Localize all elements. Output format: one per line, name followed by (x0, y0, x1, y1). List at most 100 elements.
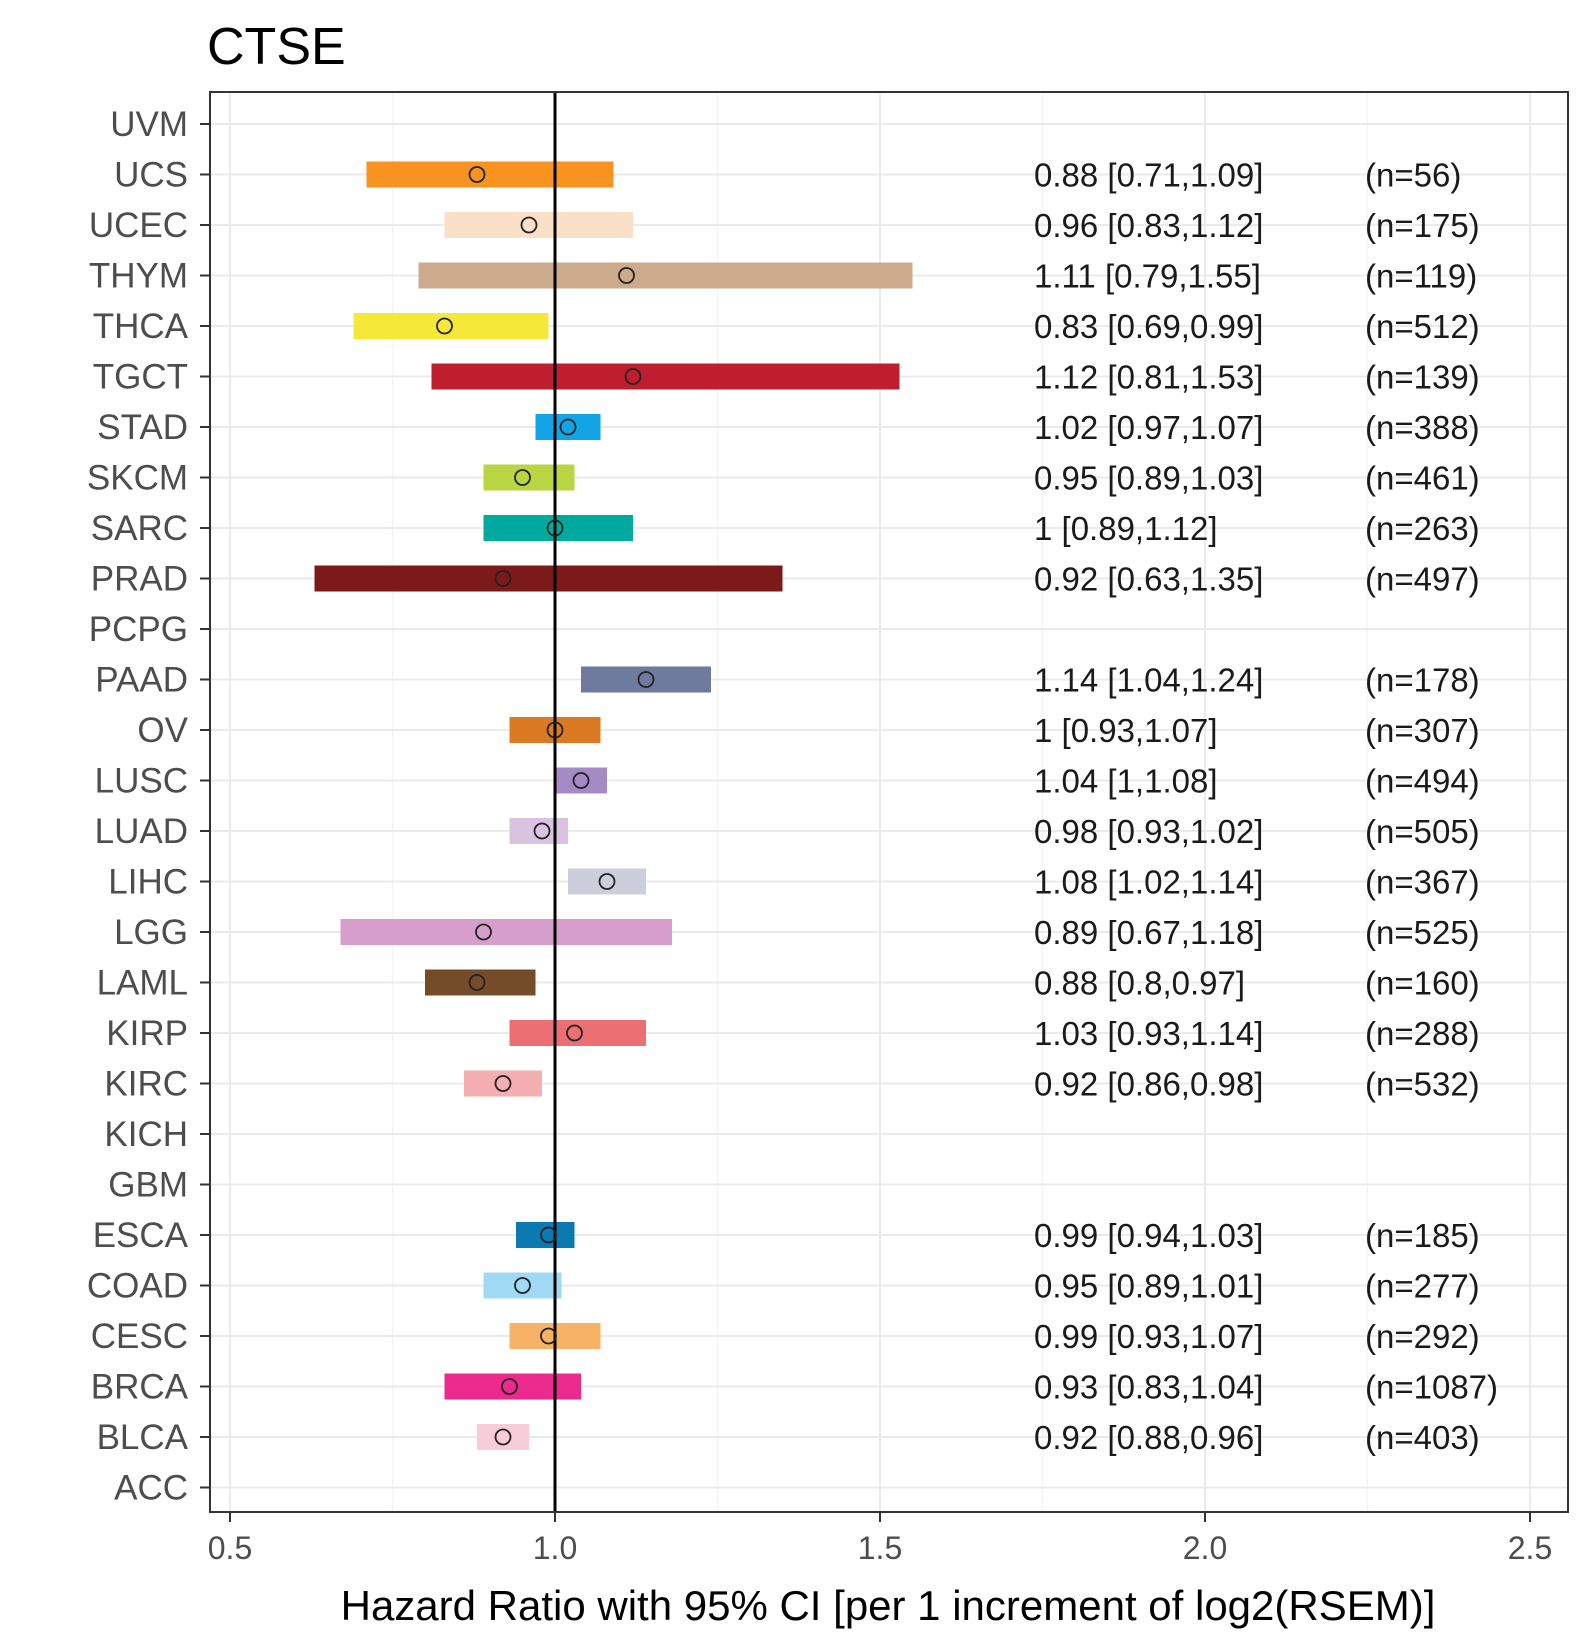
hr-ci-label-laml: 0.88 [0.8,0.97] (1034, 965, 1245, 1002)
sample-size-label-blca: (n=403) (1365, 1419, 1480, 1456)
y-axis: UVM UCS UCEC THYM THCA TGCT STAD SKCM SARC PRAD PC… (87, 105, 210, 1508)
sample-size-label-lusc: (n=494) (1365, 763, 1480, 800)
y-tick-label-blca: BLCA (97, 1418, 189, 1457)
hr-point-luad (533, 822, 551, 840)
sample-size-label-lgg: (n=525) (1365, 914, 1480, 951)
ci-bar-lgg (340, 919, 672, 945)
hr-ci-label-lihc: 1.08 [1.02,1.14] (1034, 864, 1263, 901)
ci-bar-ucec (444, 212, 633, 238)
y-tick-label-luad: LUAD (95, 812, 188, 851)
sample-size-label-ucs: (n=56) (1365, 157, 1461, 194)
hr-point-prad (494, 570, 512, 587)
annotation-layer: 0.88 [0.71,1.09] (n=56) 0.96 [0.83,1.12] (n… (1034, 157, 1498, 1457)
y-tick-label-thym: THYM (89, 257, 188, 296)
chart-title: CTSE (207, 18, 346, 76)
sample-size-label-kirc: (n=532) (1365, 1066, 1480, 1103)
sample-size-label-ov: (n=307) (1365, 712, 1480, 749)
hr-point-cesc (540, 1327, 557, 1345)
sample-size-label-thym: (n=119) (1365, 258, 1477, 295)
hr-point-sarc (546, 519, 564, 537)
hr-ci-label-brca: 0.93 [0.83,1.04] (1034, 1369, 1263, 1406)
hr-ci-label-thca: 0.83 [0.69,0.99] (1034, 308, 1263, 345)
hr-point-ucs (468, 166, 486, 183)
hr-ci-label-sarc: 1 [0.89,1.12] (1034, 510, 1217, 547)
y-tick-label-laml: LAML (97, 964, 188, 1003)
ci-bar-skcm (483, 464, 575, 491)
hr-point-coad (514, 1277, 531, 1294)
sample-size-label-tgct: (n=139) (1365, 359, 1480, 396)
hr-ci-label-paad: 1.14 [1.04,1.24] (1034, 662, 1263, 699)
ci-bar-tgct (431, 363, 900, 390)
y-tick-label-lusc: LUSC (95, 762, 188, 801)
x-tick-label: 1.0 (533, 1530, 577, 1566)
sample-size-label-brca: (n=1087) (1365, 1369, 1498, 1406)
hr-ci-label-luad: 0.98 [0.93,1.02] (1034, 813, 1263, 850)
hr-point-ucec (520, 216, 538, 234)
sample-size-label-thca: (n=512) (1365, 308, 1480, 345)
y-tick-label-paad: PAAD (95, 661, 188, 700)
hr-ci-label-kirc: 0.92 [0.86,0.98] (1034, 1066, 1263, 1103)
sample-size-label-lihc: (n=367) (1365, 864, 1480, 901)
hr-ci-label-ov: 1 [0.93,1.07] (1034, 712, 1217, 749)
hr-ci-label-thym: 1.11 [0.79,1.55] (1034, 258, 1261, 295)
ci-bar-kirc (464, 1070, 542, 1097)
y-tick-label-tgct: TGCT (93, 358, 188, 397)
hr-ci-label-esca: 0.99 [0.94,1.03] (1034, 1217, 1263, 1254)
y-tick-label-ov: OV (137, 711, 188, 750)
ci-bar-prad (314, 565, 783, 592)
x-tick-label: 2.5 (1508, 1530, 1552, 1566)
hr-point-paad (637, 671, 655, 688)
hr-point-lusc (572, 772, 590, 789)
y-tick-label-gbm: GBM (108, 1166, 188, 1205)
sample-size-label-ucec: (n=175) (1365, 207, 1480, 244)
x-axis: 0.5 1.0 1.5 2.0 2.5 (208, 1512, 1552, 1566)
ci-bar-lihc (568, 868, 646, 895)
point-layer (436, 166, 655, 1446)
x-tick-label: 2.0 (1183, 1530, 1227, 1566)
ci-bar-kirp (509, 1020, 646, 1046)
y-tick-label-sarc: SARC (91, 509, 188, 548)
hr-ci-label-kirp: 1.03 [0.93,1.14] (1034, 1015, 1263, 1052)
hr-ci-label-stad: 1.02 [0.97,1.07] (1034, 409, 1263, 446)
y-tick-label-skcm: SKCM (87, 459, 188, 498)
bar-layer (314, 161, 913, 1450)
hr-point-lgg (475, 923, 492, 941)
hr-point-thym (618, 267, 635, 284)
ci-bar-blca (477, 1424, 529, 1450)
sample-size-label-cesc: (n=292) (1365, 1318, 1480, 1355)
y-tick-label-acc: ACC (114, 1469, 188, 1508)
y-tick-label-kirp: KIRP (106, 1014, 188, 1053)
y-tick-label-pcpg: PCPG (89, 610, 188, 649)
x-axis-label: Hazard Ratio with 95% CI [per 1 incremen… (341, 1582, 1436, 1629)
sample-size-label-prad: (n=497) (1365, 561, 1480, 598)
y-tick-label-kirc: KIRC (104, 1065, 188, 1104)
hr-point-blca (494, 1428, 512, 1446)
x-tick-label: 1.5 (858, 1530, 902, 1566)
sample-size-label-esca: (n=185) (1365, 1217, 1480, 1254)
sample-size-label-kirp: (n=288) (1365, 1015, 1480, 1052)
hr-point-skcm (514, 469, 531, 486)
hr-point-ov (546, 721, 564, 739)
hr-point-thca (436, 317, 453, 335)
y-tick-label-lihc: LIHC (108, 863, 188, 902)
y-tick-label-thca: THCA (93, 307, 189, 346)
hr-ci-label-tgct: 1.12 [0.81,1.53] (1034, 359, 1263, 396)
hr-ci-label-ucec: 0.96 [0.83,1.12] (1034, 207, 1263, 244)
y-tick-label-uvm: UVM (110, 105, 188, 144)
hr-point-esca (540, 1226, 557, 1244)
panel-border (209, 91, 1569, 1513)
hr-point-kirp (566, 1024, 583, 1042)
x-tick-label: 0.5 (208, 1530, 252, 1566)
hr-ci-label-cesc: 0.99 [0.93,1.07] (1034, 1318, 1263, 1355)
ci-bar-thym (418, 262, 913, 289)
hr-ci-label-lusc: 1.04 [1,1.08] (1034, 763, 1217, 800)
hr-point-brca (501, 1378, 518, 1395)
y-tick-label-ucec: UCEC (89, 206, 188, 245)
sample-size-label-laml: (n=160) (1365, 965, 1480, 1002)
hr-point-tgct (624, 368, 642, 385)
hr-point-laml (468, 974, 486, 991)
y-tick-label-esca: ESCA (93, 1216, 189, 1255)
ci-bar-laml (425, 969, 536, 996)
